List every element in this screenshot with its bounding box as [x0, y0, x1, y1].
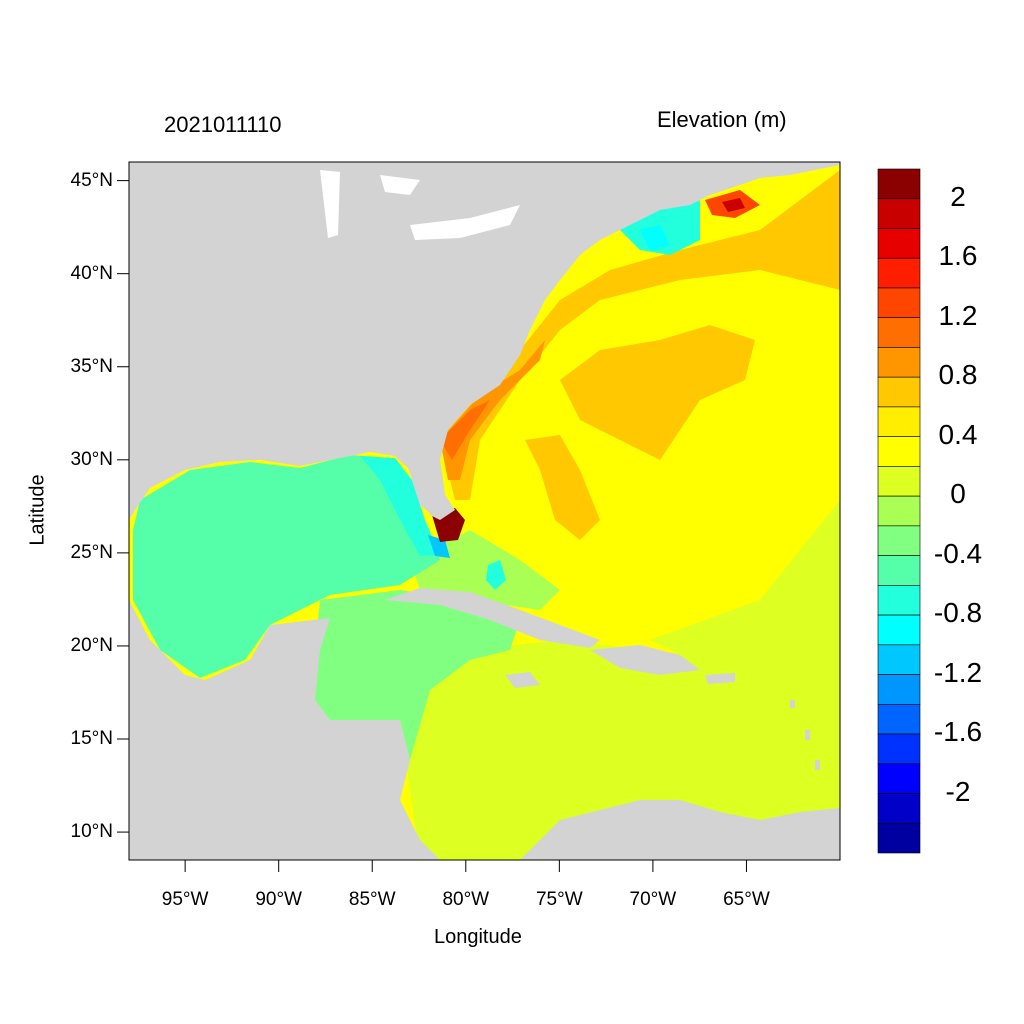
colorbar-label: -0.8	[933, 597, 983, 629]
lon-tick-label: 75°W	[535, 889, 583, 910]
colorbar-swatch	[877, 257, 921, 289]
colorbar-swatch	[877, 644, 921, 675]
puerto-rico-land	[705, 673, 735, 684]
colorbar-label: 1.2	[938, 299, 978, 331]
colorbar-swatch	[877, 317, 921, 348]
colorbar-swatch	[877, 704, 921, 735]
lesser-antilles	[790, 700, 820, 770]
cuba-land	[385, 588, 600, 648]
colorbar-label: 0.4	[938, 418, 978, 450]
colorbar-swatch	[877, 347, 921, 378]
lon-tick-label: 65°W	[723, 889, 770, 910]
colorbar-swatch	[877, 674, 921, 705]
lat-tick-label: 40°N	[70, 262, 113, 284]
maine-blue	[640, 225, 670, 250]
colorbar-label: -1.2	[933, 656, 983, 688]
colorbar-label: 2	[950, 180, 966, 212]
atlantic-coastal-band	[440, 170, 840, 500]
colorbar-swatch	[877, 287, 921, 318]
colorbar-swatch	[877, 198, 921, 229]
map-area	[129, 162, 840, 860]
variable-title: Elevation (m)	[657, 107, 787, 132]
colorbar-swatch	[877, 585, 921, 616]
colorbar-swatch	[877, 793, 921, 824]
colorbar-swatch	[877, 525, 921, 556]
colorbar-label: 0	[950, 478, 966, 510]
lon-tick-label: 95°W	[161, 889, 209, 910]
central-america-land	[129, 600, 440, 860]
lat-tick-label: 25°N	[70, 541, 113, 563]
timestamp-title: 2021011110	[164, 112, 282, 137]
lon-tick-label: 70°W	[629, 889, 677, 910]
colorbar-swatch	[877, 822, 921, 854]
colorbar-swatch	[877, 406, 921, 437]
lat-tick-label: 30°N	[70, 448, 113, 470]
colorbar	[877, 168, 921, 854]
plot-frame	[128, 161, 841, 861]
gulfstream-eddy	[525, 435, 600, 540]
bahamas-bank-cyan	[486, 560, 506, 590]
colorbar-swatch	[877, 376, 921, 408]
east-gulf-teal	[360, 456, 440, 556]
south-america-land	[520, 800, 840, 860]
colorbar-label: -2	[945, 775, 971, 807]
colorbar-label: -0.4	[933, 537, 983, 569]
sargasso-blob	[560, 325, 755, 460]
colorbar-label: 1.6	[938, 240, 978, 272]
jamaica-land	[505, 672, 540, 688]
hispaniola-land	[590, 645, 700, 675]
florida-land	[405, 458, 445, 515]
lat-tick-label: 20°N	[70, 634, 113, 656]
lat-tick-label: 10°N	[70, 821, 113, 843]
colorbar-swatch	[877, 555, 921, 586]
nearshore-orange	[440, 340, 545, 480]
x-axis-title: Longitude	[434, 926, 522, 948]
lon-tick-label: 80°W	[442, 889, 490, 910]
atlantic-southeast	[650, 500, 840, 690]
nearshore-red	[440, 400, 490, 460]
colorbar-label: -1.6	[933, 716, 983, 748]
north-america-land	[129, 162, 840, 520]
colorbar-swatch	[877, 733, 921, 765]
colorbar-swatch	[877, 168, 921, 200]
colorbar-swatch	[877, 436, 921, 467]
lon-tick-label: 85°W	[348, 889, 396, 910]
colorbar-swatch	[877, 614, 921, 646]
great-lakes	[320, 170, 520, 240]
lat-tick-label: 35°N	[70, 355, 113, 377]
colorbar-label: 0.8	[938, 359, 978, 391]
western-caribbean	[310, 590, 520, 760]
gulf-of-mexico	[133, 455, 440, 678]
colorbar-swatch	[877, 228, 921, 259]
colorbar-swatch	[877, 763, 921, 794]
lat-tick-label: 15°N	[70, 728, 113, 749]
colorbar-swatch	[877, 466, 921, 497]
nova-scotia-core	[722, 198, 745, 212]
lon-tick-label: 90°W	[255, 889, 302, 910]
lat-tick-label: 45°N	[70, 169, 113, 191]
colorbar-swatch	[877, 495, 921, 527]
